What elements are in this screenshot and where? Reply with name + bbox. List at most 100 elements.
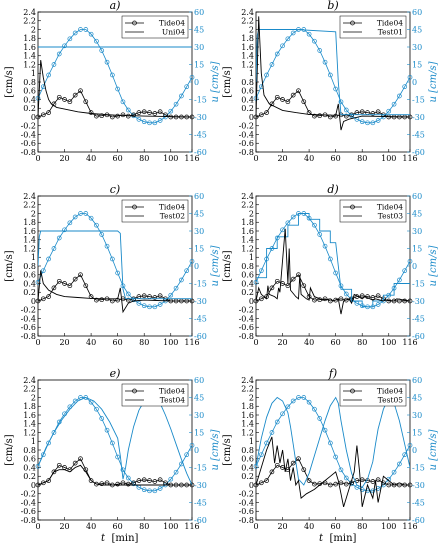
data-point-tide04: [312, 38, 317, 44]
data-point-tide04-ds: [99, 481, 105, 487]
chart-panel: -0.8-0.6-0.4-0.200.20.40.60.811.21.41.61…: [4, 0, 221, 163]
series-line-test05: [256, 396, 410, 488]
data-point-tide04-ds: [67, 99, 73, 105]
data-point-tide04: [264, 440, 269, 446]
data-point-tide04: [179, 277, 184, 283]
left-tick-label: -0.8: [21, 148, 36, 157]
data-point-tide04-ds: [312, 481, 317, 487]
data-point-tide04: [104, 59, 110, 65]
data-point-tide04: [94, 38, 99, 44]
right-tick-label: 15: [412, 428, 422, 437]
legend-label: Tide04: [159, 387, 185, 396]
x-tick-label: 0: [253, 154, 258, 163]
data-point-tide04: [184, 84, 190, 90]
legend-box: [339, 199, 407, 223]
left-tick-label: -0.6: [21, 323, 36, 332]
data-point-tide04: [402, 268, 408, 274]
legend-marker: [132, 20, 137, 26]
left-tick-label: 1: [249, 69, 254, 78]
data-point-tide04: [173, 469, 179, 475]
left-tick-label: 2.2: [241, 201, 254, 210]
data-point-tide04: [386, 108, 392, 114]
data-point-tide04: [365, 120, 370, 126]
data-point-tide04: [189, 74, 195, 80]
left-tick-label: 2.2: [241, 17, 254, 26]
left-tick-label: -0.8: [21, 516, 36, 525]
data-point-tide04: [99, 48, 105, 53]
data-point-tide04-ds: [115, 113, 121, 119]
legend-box: [121, 383, 189, 407]
left-axis-label: [cm/s]: [222, 250, 233, 281]
chart-panel: -0.8-0.6-0.4-0.200.20.40.60.811.21.41.61…: [4, 367, 221, 544]
left-tick-label: 1.2: [23, 60, 36, 69]
data-point-tide04: [115, 270, 121, 276]
data-point-tide04: [343, 291, 349, 297]
data-point-tide04: [397, 93, 402, 99]
right-tick-label: -45: [194, 314, 207, 323]
data-point-tide04: [343, 475, 349, 481]
data-point-tide04: [141, 119, 147, 125]
right-tick-label: 0: [194, 262, 199, 271]
data-point-tide04-ds: [136, 478, 142, 483]
data-point-tide04-ds: [296, 272, 301, 278]
data-point-tide04-ds: [40, 112, 46, 118]
data-point-tide04: [338, 99, 344, 105]
chart-panel: -0.8-0.6-0.4-0.200.20.40.60.811.21.41.61…: [222, 367, 439, 544]
data-point-tide04-ds: [157, 293, 163, 299]
left-tick-label: 1.2: [241, 428, 254, 437]
data-point-tide04-ds: [40, 480, 46, 486]
left-tick-label: 0: [249, 297, 254, 306]
right-tick-label: -30: [412, 113, 425, 122]
legend-label: Tide04: [159, 203, 185, 212]
right-tick-label: 45: [412, 393, 422, 402]
data-point-tide04: [99, 232, 105, 237]
right-tick-label: -15: [194, 463, 207, 472]
data-point-tide04: [83, 211, 89, 216]
right-axis-label: u [cm/s]: [210, 245, 221, 286]
data-point-tide04-ds: [136, 110, 142, 115]
legend-label: Tide04: [377, 387, 403, 396]
left-tick-label: 1: [31, 437, 36, 446]
data-point-tide04-ds: [72, 460, 78, 466]
right-tick-label: -45: [412, 498, 425, 507]
left-tick-label: 2.4: [241, 8, 254, 17]
left-tick-label: 0.2: [23, 104, 36, 113]
data-point-tide04: [370, 488, 376, 494]
right-tick-label: 45: [194, 25, 204, 34]
data-point-tide04-ds: [51, 285, 57, 291]
x-tick-label: 116: [184, 522, 199, 531]
right-tick-label: 0: [412, 78, 417, 87]
left-axis-label: [cm/s]: [4, 250, 15, 281]
series-line-test01: [256, 29, 410, 116]
data-point-tide04: [147, 488, 152, 494]
right-tick-label: 30: [194, 227, 204, 236]
left-tick-label: 1: [249, 437, 254, 446]
right-tick-label: -60: [412, 332, 425, 341]
data-point-tide04: [407, 74, 413, 80]
right-tick-label: -45: [412, 314, 425, 323]
left-tick-label: -0.8: [239, 332, 254, 341]
data-point-tide04-ds: [62, 97, 67, 102]
data-point-tide04-ds: [274, 462, 280, 468]
data-point-tide04: [306, 31, 312, 37]
left-tick-label: 1.8: [241, 218, 254, 227]
x-tick-label: 60: [331, 154, 341, 163]
right-tick-label: -45: [194, 130, 207, 139]
right-tick-label: 30: [194, 43, 204, 52]
data-point-tide04-ds: [141, 477, 147, 483]
legend-label: Test01: [378, 28, 403, 37]
data-point-tide04: [104, 427, 110, 433]
data-point-tide04: [359, 119, 365, 125]
left-tick-label: 0.6: [23, 271, 36, 280]
data-point-tide04-ds: [157, 109, 163, 115]
left-tick-label: 0.6: [23, 87, 36, 96]
legend-marker: [350, 204, 355, 210]
data-point-tide04-ds: [67, 283, 73, 289]
data-point-tide04-ds: [78, 272, 83, 278]
x-tick-label: 80: [357, 522, 367, 531]
data-point-tide04: [109, 256, 115, 262]
left-tick-label: 2.4: [23, 8, 36, 17]
data-point-tide04-ds: [301, 99, 307, 105]
data-point-tide04: [375, 118, 381, 123]
